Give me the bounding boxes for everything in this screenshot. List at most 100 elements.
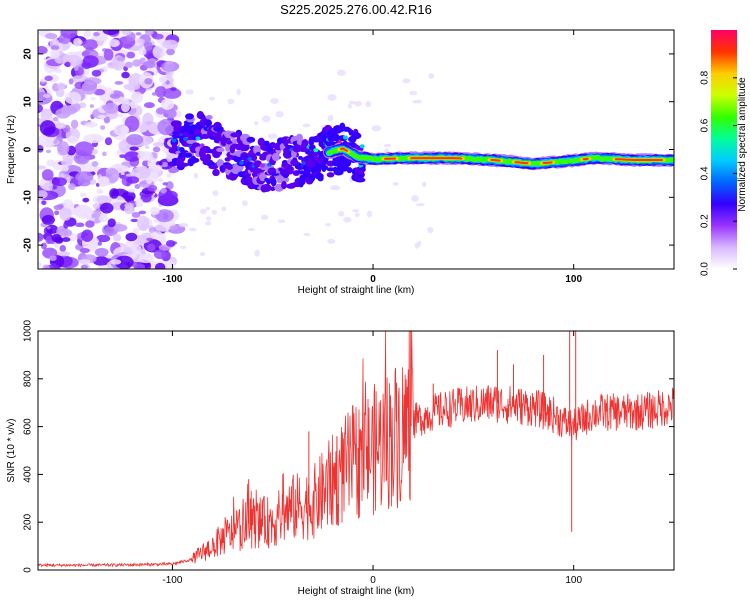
noise-blob <box>132 245 142 254</box>
noise-blob <box>205 221 211 226</box>
noise-blob <box>145 26 154 36</box>
noise-blob <box>154 249 167 259</box>
y-tick-label: -10 <box>23 190 34 205</box>
noise-blob <box>147 244 155 252</box>
noise-blob <box>180 246 187 249</box>
noise-blob <box>114 81 123 85</box>
noise-blob <box>42 169 54 181</box>
y-tick-label: 400 <box>23 466 34 483</box>
noise-blob <box>343 217 351 223</box>
noise-blob <box>153 142 164 146</box>
noise-blob <box>78 259 90 264</box>
colorbar-tick-label: 0.4 <box>700 166 711 180</box>
noise-blob <box>109 39 120 47</box>
cluster-blob <box>239 161 244 165</box>
cluster-blob <box>272 153 280 162</box>
noise-blob <box>95 248 109 257</box>
noise-blob <box>85 122 98 128</box>
cluster-blob <box>251 155 257 161</box>
cluster-blob <box>180 163 189 167</box>
noise-blob <box>416 203 425 206</box>
noise-blob <box>57 141 69 155</box>
noise-blob <box>82 81 97 94</box>
noise-blob <box>254 121 258 126</box>
noise-blob <box>36 165 47 169</box>
noise-blob <box>44 76 52 81</box>
noise-blob <box>327 239 335 244</box>
noise-blob <box>384 144 392 147</box>
noise-blob <box>83 30 91 37</box>
noise-blob <box>169 225 177 230</box>
noise-blob <box>63 221 68 228</box>
noise-blob <box>302 124 310 128</box>
noise-blob <box>61 159 72 167</box>
noise-blob <box>327 94 336 101</box>
noise-blob <box>83 134 104 143</box>
noise-blob <box>92 149 98 155</box>
cluster-blob <box>184 153 192 158</box>
noise-blob <box>159 76 168 83</box>
y-tick-label: 0 <box>23 567 34 573</box>
noise-blob <box>42 215 55 225</box>
noise-blob <box>135 184 141 189</box>
noise-blob <box>170 87 176 91</box>
noise-blob <box>131 219 139 222</box>
y-axis-label: SNR (10 * v/v) <box>6 419 17 483</box>
noise-blob <box>57 82 65 89</box>
noise-blob <box>194 173 198 179</box>
noise-blob <box>61 165 69 171</box>
cluster-blob <box>212 169 220 176</box>
cluster-blob <box>343 135 348 139</box>
noise-blob <box>158 178 164 182</box>
noise-blob <box>143 61 156 69</box>
noise-blob <box>41 243 47 250</box>
noise-blob <box>138 211 146 215</box>
noise-blob <box>47 226 51 229</box>
noise-blob <box>46 225 58 234</box>
noise-blob <box>53 117 59 121</box>
noise-blob <box>113 234 121 242</box>
noise-blob <box>50 49 60 58</box>
noise-blob <box>136 32 142 35</box>
cluster-blob <box>205 154 211 161</box>
noise-blob <box>150 207 160 215</box>
noise-blob <box>126 52 135 59</box>
noise-blob <box>100 125 105 130</box>
cluster-blob <box>281 181 287 189</box>
colorbar-tick-label: 0.8 <box>700 70 711 84</box>
noise-blob <box>144 102 155 108</box>
noise-blob <box>248 228 256 231</box>
noise-blob <box>81 62 91 69</box>
noise-blob <box>124 83 141 90</box>
y-axis-label: Frequency (Hz) <box>6 115 17 184</box>
noise-blob <box>303 233 310 236</box>
noise-blob <box>46 150 51 154</box>
noise-blob <box>221 207 226 212</box>
noise-blob <box>65 62 71 67</box>
noise-blob <box>93 32 100 36</box>
noise-blob <box>372 125 382 131</box>
noise-blob <box>212 190 218 196</box>
y-tick-label: 600 <box>23 418 34 435</box>
noise-blob <box>154 48 163 55</box>
ridge-hot <box>516 162 528 163</box>
noise-blob <box>164 191 177 200</box>
noise-blob <box>135 198 143 207</box>
noise-blob <box>102 105 110 110</box>
noise-blob <box>91 97 96 100</box>
noise-blob <box>90 104 95 108</box>
noise-blob <box>58 251 71 256</box>
figure-title: S225.2025.276.00.42.R16 <box>280 2 432 17</box>
noise-blob <box>126 134 143 145</box>
noise-blob <box>67 136 78 144</box>
noise-blob <box>65 92 81 105</box>
noise-blob <box>49 255 56 261</box>
noise-blob <box>152 34 164 40</box>
noise-blob <box>78 179 91 186</box>
ridge-hot <box>544 162 552 163</box>
y-tick-label: 10 <box>23 96 34 108</box>
y-tick-label: 1000 <box>23 319 34 342</box>
noise-blob <box>162 182 168 185</box>
